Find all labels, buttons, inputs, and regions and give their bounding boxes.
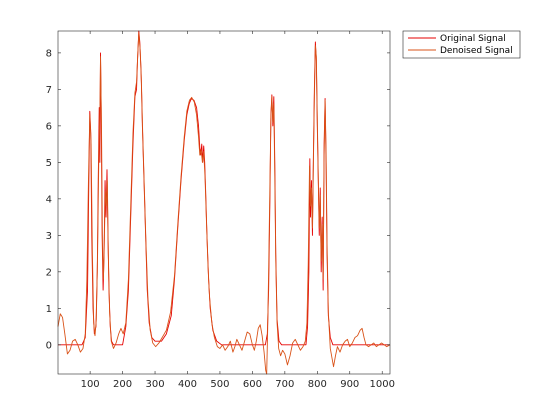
x-axis: 100 200 300 400 500 600 700 800 900 1000	[81, 31, 395, 390]
series-layer	[57, 30, 391, 375]
y-tick-label: 6	[46, 121, 52, 132]
series-line-2	[57, 32, 391, 375]
x-tick-label: 400	[178, 379, 197, 390]
y-tick-label: 4	[46, 194, 52, 205]
x-tick-label: 100	[81, 379, 100, 390]
plot-frame	[57, 30, 391, 375]
y-tick-label: 2	[46, 267, 52, 278]
legend-label: Original Signal	[440, 34, 506, 44]
x-tick-label: 800	[308, 379, 327, 390]
y-tick-label: 8	[46, 48, 52, 59]
y-axis: 0 1 2 3 4 5 6 7 8	[46, 48, 390, 351]
x-tick-label: 600	[243, 379, 262, 390]
legend: Original Signal Denoised Signal	[402, 30, 521, 59]
y-tick-label: 7	[46, 85, 52, 96]
legend-box	[402, 30, 521, 59]
y-tick-label: 5	[46, 158, 52, 169]
x-tick-label: 1000	[369, 379, 394, 390]
plot-area	[58, 31, 390, 374]
x-tick-label: 900	[340, 379, 359, 390]
y-tick-label: 1	[46, 304, 52, 315]
x-tick-label: 200	[113, 379, 132, 390]
legend-label: Denoised Signal	[440, 46, 513, 56]
x-tick-label: 700	[275, 379, 294, 390]
x-tick-label: 300	[145, 379, 164, 390]
y-tick-label: 0	[46, 340, 52, 351]
x-tick-label: 500	[210, 379, 229, 390]
y-tick-label: 3	[46, 231, 52, 242]
